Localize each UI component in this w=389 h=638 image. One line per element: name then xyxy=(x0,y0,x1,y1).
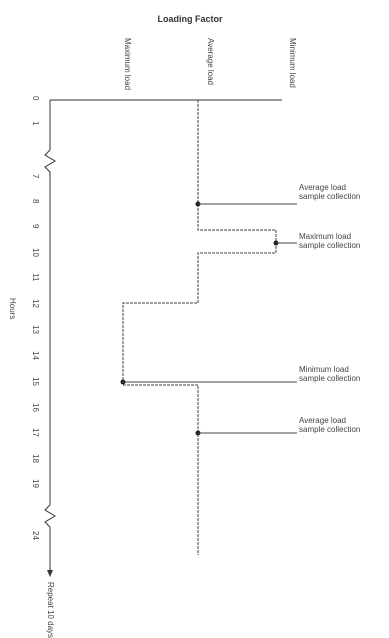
hour-tick-label: 14 xyxy=(31,351,40,360)
annotation-line: sample collection xyxy=(299,192,361,201)
annotation-line: Average load xyxy=(299,416,346,425)
annotation-line: Average load xyxy=(299,183,346,192)
axis-break-mark-upper xyxy=(44,149,56,173)
level-label-maximum: Maximum load xyxy=(123,38,132,91)
hour-tick-label: 18 xyxy=(31,454,40,463)
hour-tick-label: 12 xyxy=(31,299,40,308)
annotation-line: sample collection xyxy=(299,425,361,434)
hour-tick-label: 19 xyxy=(31,479,40,488)
hour-tick-label: 10 xyxy=(31,248,40,257)
diagram-title: Loading Factor xyxy=(157,14,223,24)
hour-tick-label: 13 xyxy=(31,325,40,334)
hour-tick-label: 15 xyxy=(31,377,40,386)
axis-break-mark-lower xyxy=(44,504,56,528)
hour-tick-label: 16 xyxy=(31,403,40,412)
hour-tick-label: 0 xyxy=(31,96,40,101)
repeat-label: Repeat 10 days xyxy=(46,582,55,638)
annotation-minimum-load: Minimum load sample collection xyxy=(299,365,360,383)
axis-arrowhead xyxy=(47,570,53,577)
hour-tick-label: 1 xyxy=(31,121,40,126)
annotation-average-load-1: Average load sample collection xyxy=(299,183,360,201)
hour-tick-label: 11 xyxy=(31,273,40,282)
hours-axis-title: Hours xyxy=(8,298,17,320)
hour-tick-label: 17 xyxy=(31,428,40,437)
annotation-line: Maximum load xyxy=(299,232,352,241)
level-label-average: Average load xyxy=(206,38,215,85)
annotation-average-load-2: Average load sample collection xyxy=(299,416,360,434)
hour-tick-label: 24 xyxy=(31,531,40,540)
load-profile-line xyxy=(122,100,277,555)
annotation-line: Minimum load xyxy=(299,365,349,374)
hour-tick-label: 7 xyxy=(31,174,40,179)
annotation-line: sample collection xyxy=(299,374,361,383)
annotation-line: sample collection xyxy=(299,241,361,250)
hour-tick-label: 8 xyxy=(31,199,40,204)
annotation-maximum-load: Maximum load sample collection xyxy=(299,232,360,250)
hour-tick-label: 9 xyxy=(31,224,40,229)
level-label-minimum: Minimum load xyxy=(288,38,297,88)
